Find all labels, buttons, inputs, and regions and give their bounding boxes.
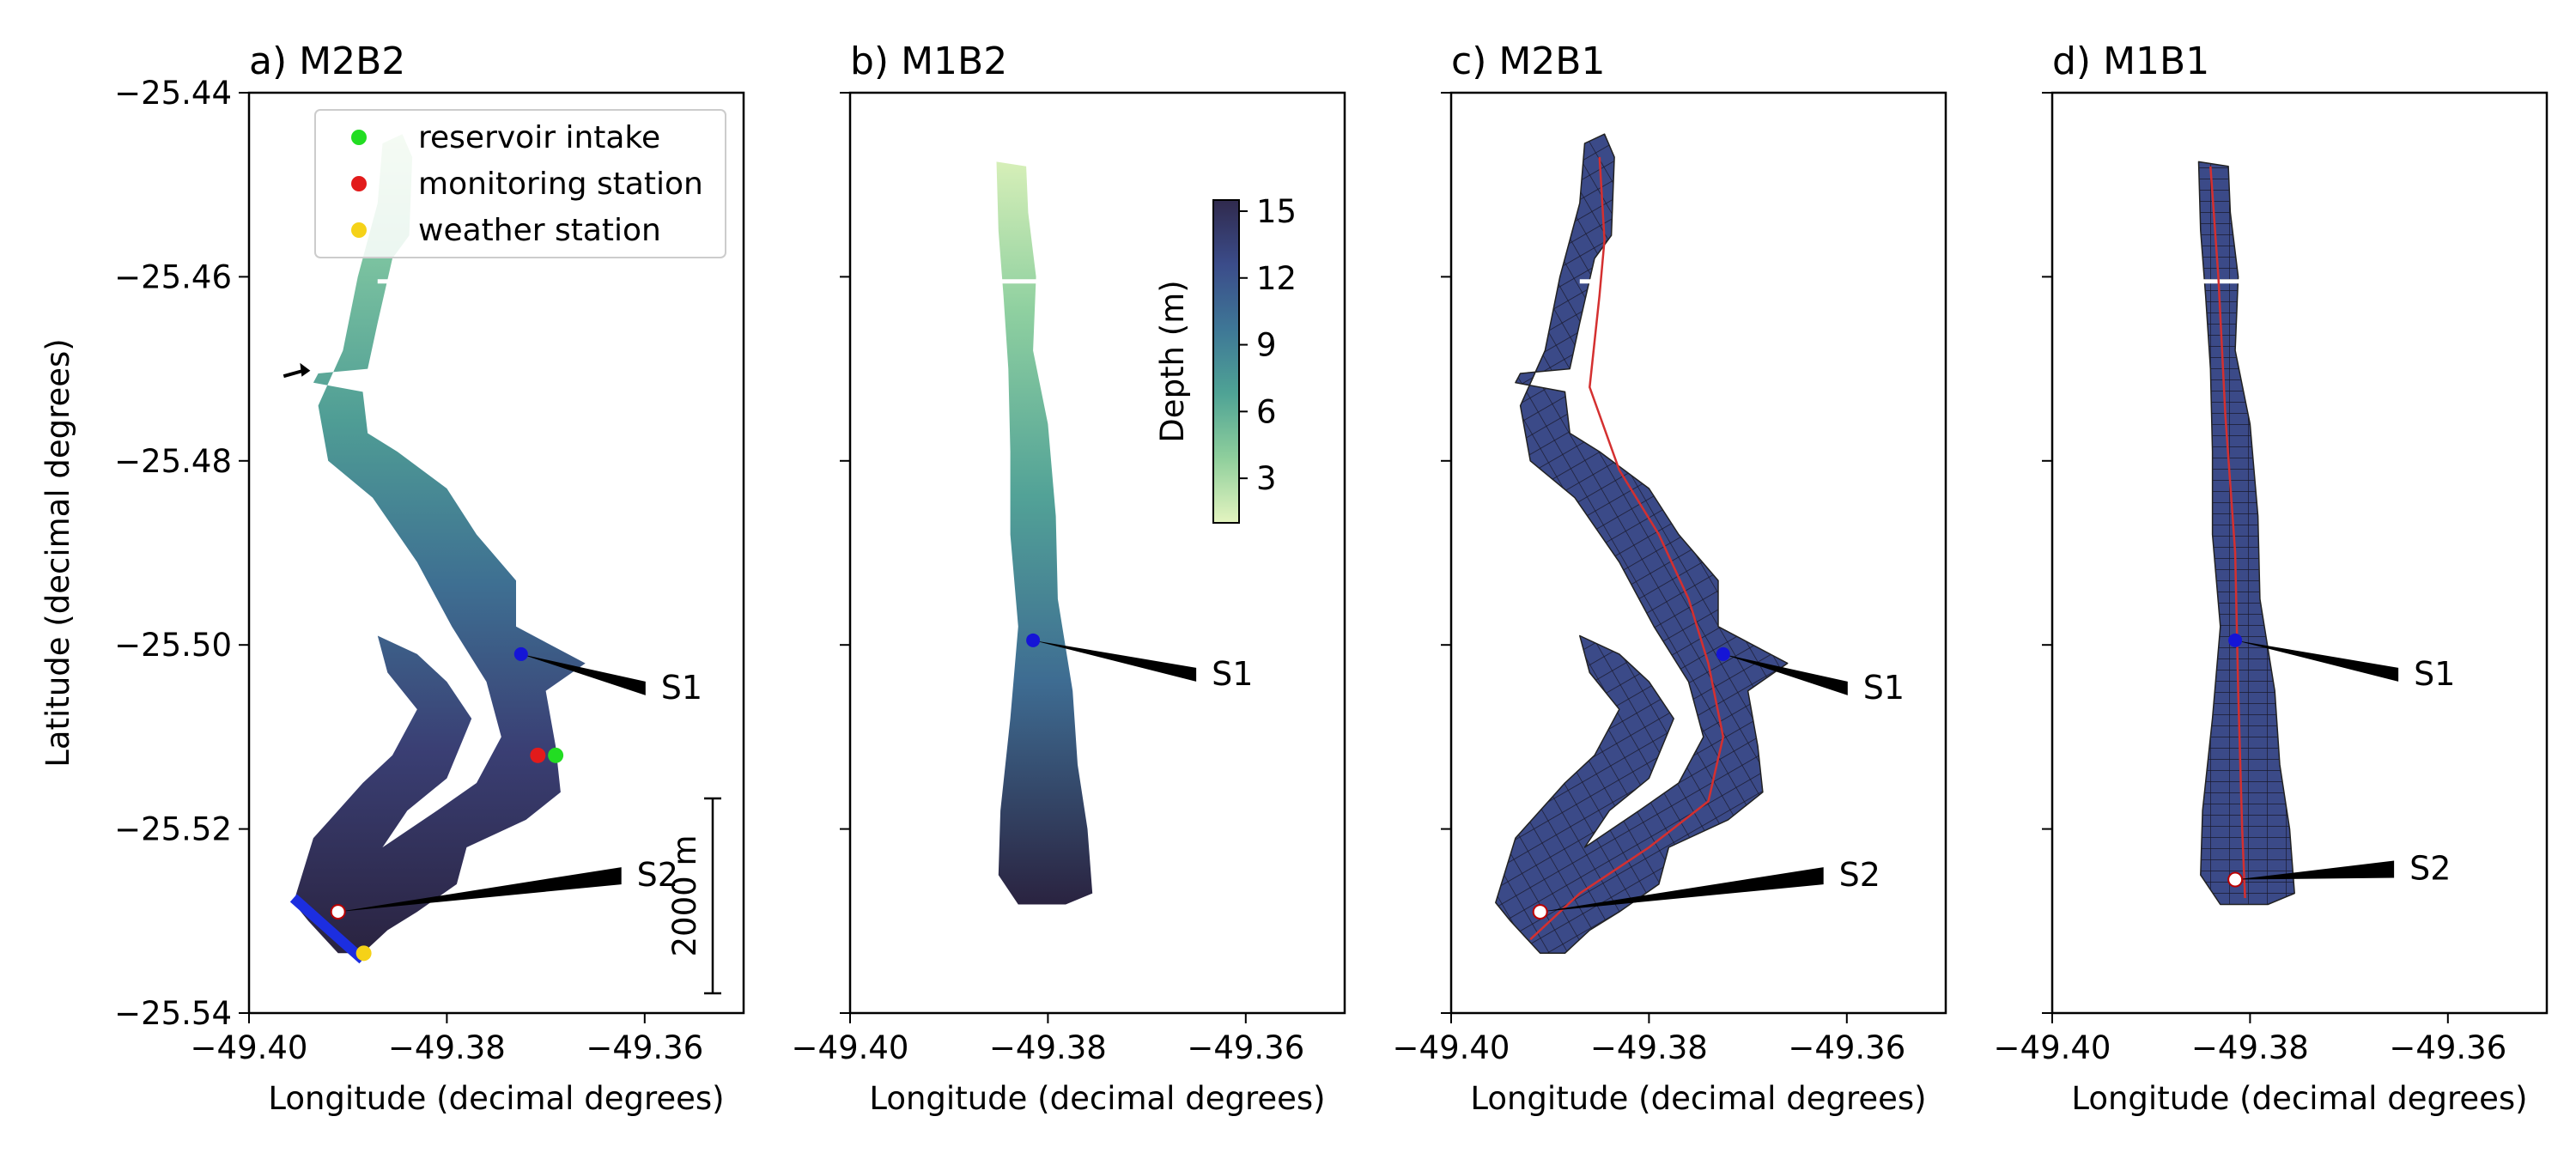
x-axis-label-d: Longitude (decimal degrees) [2071, 1080, 2527, 1117]
x-tick-label-d-2: −49.36 [2389, 1029, 2506, 1066]
axes-frame-a [247, 91, 745, 1015]
x-tick-label-b-0: −49.40 [792, 1029, 909, 1066]
legend-label-2: weather station [418, 213, 661, 248]
reservoir-a [293, 134, 586, 954]
x-tick-label-a-2: −49.36 [586, 1029, 703, 1066]
x-tick-label-b-2: −49.36 [1187, 1029, 1304, 1066]
panel-title-c: c) M2B1 [1451, 39, 1605, 83]
legend-label-1: monitoring station [418, 167, 703, 202]
reservoir-d [2197, 161, 2295, 906]
section-wedge-c-1 [1540, 867, 1824, 913]
section-label-d-1: S2 [2409, 850, 2451, 888]
x-tick-label-b-1: −49.38 [989, 1029, 1107, 1066]
axes-frame-c [1449, 91, 1947, 1015]
colorbar-tick-label-3: 12 [1256, 260, 1297, 297]
colorbar-tick-label-2: 9 [1256, 327, 1277, 364]
colorbar-tick-label-0: 3 [1256, 460, 1277, 497]
x-tick-label-a-0: −49.40 [191, 1029, 308, 1066]
section-wedge-a-0 [520, 653, 646, 695]
section-point-a-1 [330, 904, 346, 920]
y-tick-label-3: −25.48 [114, 443, 232, 480]
legend: reservoir intake monitoring station weathe… [314, 109, 726, 258]
downstream-boundary [289, 894, 367, 964]
section-wedge-b-0 [1033, 640, 1197, 682]
colorbar: 3 6 9 12 15 Depth (m) [1154, 193, 1297, 524]
panel-b: b) M1B2 S1 −49.40 −49.38 −49.36 Longitude (de… [792, 39, 1346, 1117]
section-label-c-0: S1 [1863, 669, 1905, 707]
section-label-d-0: S1 [2414, 655, 2455, 693]
panel-d: d) M1B1 S1 S2 −49.40 −49.38 −49.36 Longitude (… [1994, 39, 2549, 1117]
axes-frame-d [2050, 91, 2549, 1015]
section-point-a-0 [513, 646, 528, 661]
x-axis-label-a: Longitude (decimal degrees) [268, 1080, 724, 1117]
reservoir-c [1495, 133, 1789, 955]
section-wedge-c-0 [1722, 653, 1848, 695]
legend-marker-0 [351, 130, 367, 145]
x-axis-label-c: Longitude (decimal degrees) [1470, 1080, 1926, 1117]
reservoir-b [996, 161, 1093, 905]
panel-title-d: d) M1B1 [2052, 39, 2209, 83]
section-wedge-d-0 [2235, 640, 2399, 682]
colorbar-bar [1212, 199, 1240, 524]
inflow-arrow-shaft [283, 368, 304, 379]
station-point-2 [355, 945, 372, 962]
section-point-d-0 [2228, 633, 2243, 647]
panel-a: a) M2B2 S1 S2 −49.40 −49.38 −49.36 Longitude (… [39, 39, 745, 1117]
inflow-arrow-head [300, 362, 311, 377]
x-axis-label-b: Longitude (decimal degrees) [869, 1080, 1325, 1117]
panel-title-a: a) M2B2 [249, 39, 405, 83]
section-point-b-0 [1026, 633, 1041, 647]
x-tick-label-a-1: −49.38 [388, 1029, 506, 1066]
colorbar-label: Depth (m) [1154, 280, 1191, 442]
legend-box [314, 109, 726, 258]
panel-title-b: b) M1B2 [850, 39, 1007, 83]
x-tick-label-c-1: −49.38 [1590, 1029, 1708, 1066]
station-point-1 [530, 747, 546, 763]
centerline-d [2209, 166, 2246, 899]
x-tick-label-c-2: −49.36 [1788, 1029, 1905, 1066]
section-wedge-d-1 [2235, 860, 2395, 880]
legend-label-0: reservoir intake [418, 120, 660, 155]
y-tick-label-0: −25.54 [114, 995, 232, 1032]
section-label-a-0: S1 [661, 669, 702, 707]
axes-frame-b [848, 91, 1346, 1015]
x-tick-label-d-1: −49.38 [2191, 1029, 2309, 1066]
colorbar-tick-label-4: 15 [1256, 193, 1297, 230]
y-tick-label-2: −25.50 [114, 627, 232, 664]
y-tick-label-5: −25.44 [114, 75, 232, 112]
legend-marker-2 [351, 222, 367, 238]
section-point-c-1 [1532, 904, 1548, 920]
colorbar-tick-label-1: 6 [1256, 393, 1277, 430]
panel-c: c) M2B1 S1 S2 −49.40 −49.38 −49.36 Longitude (… [1393, 39, 1947, 1117]
section-point-d-1 [2227, 871, 2244, 888]
centerline-c [1529, 156, 1725, 941]
section-label-b-0: S1 [1212, 655, 1253, 693]
legend-marker-1 [351, 176, 367, 191]
section-point-c-0 [1716, 646, 1730, 661]
y-axis-label: Latitude (decimal degrees) [39, 338, 76, 767]
scale-bar: 2000 m [666, 797, 721, 995]
x-tick-label-d-0: −49.40 [1994, 1029, 2111, 1066]
section-label-a-1: S2 [637, 856, 678, 894]
section-wedge-a-1 [337, 867, 622, 913]
section-label-c-1: S2 [1839, 856, 1880, 894]
station-point-0 [548, 747, 564, 763]
x-tick-label-c-0: −49.40 [1393, 1029, 1510, 1066]
scale-bar-label: 2000 m [666, 835, 703, 957]
y-tick-label-1: −25.52 [114, 811, 232, 848]
y-tick-label-4: −25.46 [114, 258, 232, 295]
